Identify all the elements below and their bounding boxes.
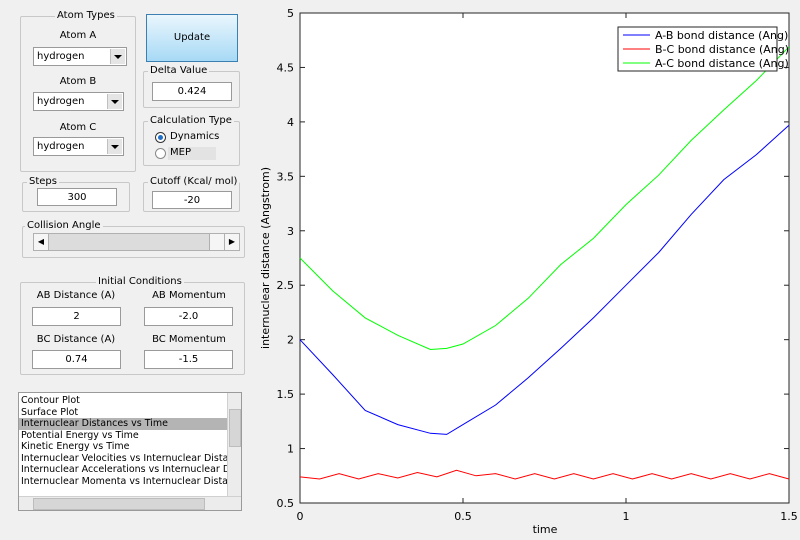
dropdown-value: hydrogen — [37, 96, 85, 107]
x-tick-label: 1 — [623, 510, 630, 523]
list-item[interactable]: Potential Energy vs Time — [21, 429, 139, 441]
field-label: BC Distance (A) — [36, 334, 116, 345]
y-tick-label: 3.5 — [277, 170, 295, 183]
field-label: AB Distance (A) — [36, 290, 116, 301]
steps-input[interactable]: 300 — [37, 188, 117, 206]
radio-label: Dynamics — [170, 131, 220, 142]
atom-label: Atom B — [59, 76, 97, 87]
x-tick-label: 0 — [297, 510, 304, 523]
field-label: AB Momentum — [152, 290, 226, 301]
dropdown-value: hydrogen — [37, 51, 85, 62]
slider-right-arrow[interactable]: ▶ — [225, 234, 239, 250]
list-item[interactable]: Internuclear Velocities vs Internuclear … — [21, 452, 230, 464]
field-input[interactable]: 0.74 — [32, 350, 121, 369]
field-label: BC Momentum — [152, 334, 226, 345]
plot-listbox[interactable]: Contour Plot Surface Plot Internuclear Dis… — [18, 392, 242, 511]
list-item[interactable]: Internuclear Distances vs Time — [19, 418, 230, 430]
y-axis-label: internuclear distance (Angstrom) — [259, 167, 272, 349]
x-tick-label: 1.5 — [780, 510, 798, 523]
radio-button[interactable] — [155, 148, 166, 159]
scroll-thumb[interactable] — [229, 409, 241, 447]
atom-dropdown[interactable]: hydrogen — [33, 137, 124, 156]
data-line — [299, 124, 790, 435]
panel-title: Collision Angle — [25, 220, 103, 231]
dropdown-arrow[interactable] — [107, 94, 122, 109]
atom-label: Atom C — [59, 122, 97, 133]
legend-label: A-B bond distance (Ang) — [655, 29, 788, 42]
y-tick-label: 4 — [287, 116, 294, 129]
calc-type-panel: Calculation Type — [143, 115, 240, 166]
y-tick-label: 4.5 — [277, 61, 295, 74]
cutoff-input[interactable]: -20 — [152, 191, 232, 209]
y-tick-label: 1 — [287, 443, 294, 456]
radio-label: MEP — [168, 147, 216, 160]
initial-conditions-panel: Initial Conditions — [20, 276, 245, 375]
horizontal-scrollbar[interactable] — [19, 496, 241, 510]
field-input[interactable]: -2.0 — [144, 307, 233, 326]
list-item[interactable]: Internuclear Momenta vs Internuclear Dis… — [21, 475, 230, 487]
field-input[interactable]: 2 — [32, 307, 121, 326]
legend-label: B-C bond distance (Ang) — [655, 43, 789, 56]
legend-box — [617, 26, 778, 72]
slider-thumb[interactable] — [209, 234, 225, 250]
axes-box — [299, 12, 790, 504]
y-tick-label: 2.5 — [277, 279, 295, 292]
dropdown-value: hydrogen — [37, 141, 85, 152]
slider-left-arrow[interactable]: ◀ — [34, 234, 49, 250]
scroll-thumb[interactable] — [33, 498, 205, 510]
x-axis-label: time — [533, 523, 558, 536]
panel-title: Initial Conditions — [96, 276, 184, 287]
panel-title: Cutoff (Kcal/ mol) — [148, 176, 240, 187]
y-tick-label: 5 — [287, 7, 294, 20]
atom-types-panel: Atom Types — [20, 10, 136, 172]
data-line — [299, 46, 790, 351]
legend-label: A-C bond distance (Ang) — [655, 57, 789, 70]
list-item[interactable]: Kinetic Energy vs Time — [21, 441, 130, 452]
radio-button[interactable] — [155, 132, 166, 143]
delta-panel: Delta Value — [143, 65, 240, 108]
list-item[interactable]: Internuclear Accelerations vs Internucle… — [21, 464, 230, 475]
y-tick-label: 3 — [287, 225, 294, 238]
vertical-scrollbar[interactable] — [227, 393, 241, 498]
collision-panel: Collision Angle — [22, 220, 245, 258]
steps-panel: Steps — [22, 176, 130, 212]
panel-title: Delta Value — [148, 65, 210, 76]
panel-title: Calculation Type — [148, 115, 234, 126]
x-tick-label: 0.5 — [454, 510, 472, 523]
panel-title: Steps — [27, 176, 59, 187]
y-tick-label: 0.5 — [277, 497, 295, 510]
dropdown-arrow[interactable] — [110, 49, 125, 64]
plot-area — [300, 13, 789, 503]
y-tick-label: 2 — [287, 334, 294, 347]
list-item[interactable]: Contour Plot — [21, 395, 80, 406]
cutoff-panel: Cutoff (Kcal/ mol) — [143, 176, 240, 212]
delta-input[interactable]: 0.424 — [152, 82, 232, 101]
atom-dropdown[interactable]: hydrogen — [33, 92, 124, 111]
panel-title: Atom Types — [55, 10, 117, 21]
y-tick-label: 1.5 — [277, 388, 295, 401]
update-button[interactable]: Update — [146, 14, 238, 62]
list-item[interactable]: Surface Plot — [21, 406, 79, 418]
atom-dropdown[interactable]: hydrogen — [33, 47, 127, 66]
atom-label: Atom A — [59, 30, 97, 41]
data-line — [299, 469, 790, 480]
angle-slider[interactable]: ◀ ▶ — [33, 233, 240, 251]
field-input[interactable]: -1.5 — [144, 350, 233, 369]
dropdown-arrow[interactable] — [107, 139, 122, 154]
